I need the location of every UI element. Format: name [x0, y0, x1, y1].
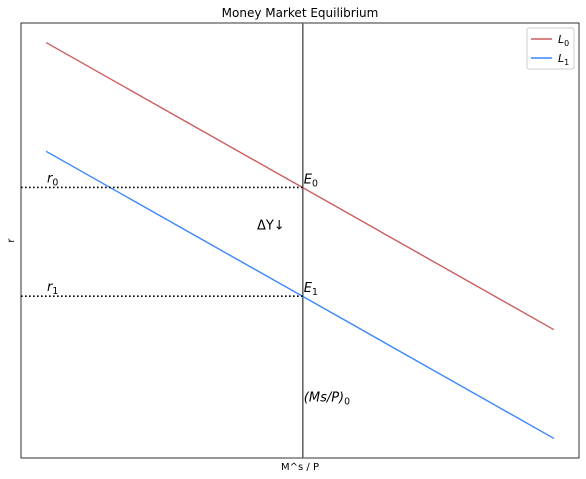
demand-curve-0 — [45, 41, 555, 331]
plot-frame — [20, 22, 580, 459]
legend-box — [526, 27, 575, 70]
shift-annotation: ΔY↓ — [257, 219, 285, 234]
legend-label-0: L0 — [558, 33, 569, 48]
money-supply-label: (Ms/P)0 — [304, 390, 350, 407]
rate-label-1: r1 — [47, 280, 58, 297]
equilibrium-label-0: E0 — [304, 172, 318, 189]
demand-curve-1 — [45, 150, 555, 440]
legend-label-1: L1 — [558, 52, 569, 67]
plot-marks: r0 E0 r1 E1 ΔY↓ (Ms/P)0 — [21, 23, 555, 458]
rate-label-0: r0 — [47, 171, 58, 188]
x-axis-label: M^s / P — [281, 462, 319, 473]
chart-title: Money Market Equilibrium — [222, 6, 379, 20]
equilibrium-label-1: E1 — [304, 281, 318, 298]
y-axis-label: r — [6, 238, 17, 243]
